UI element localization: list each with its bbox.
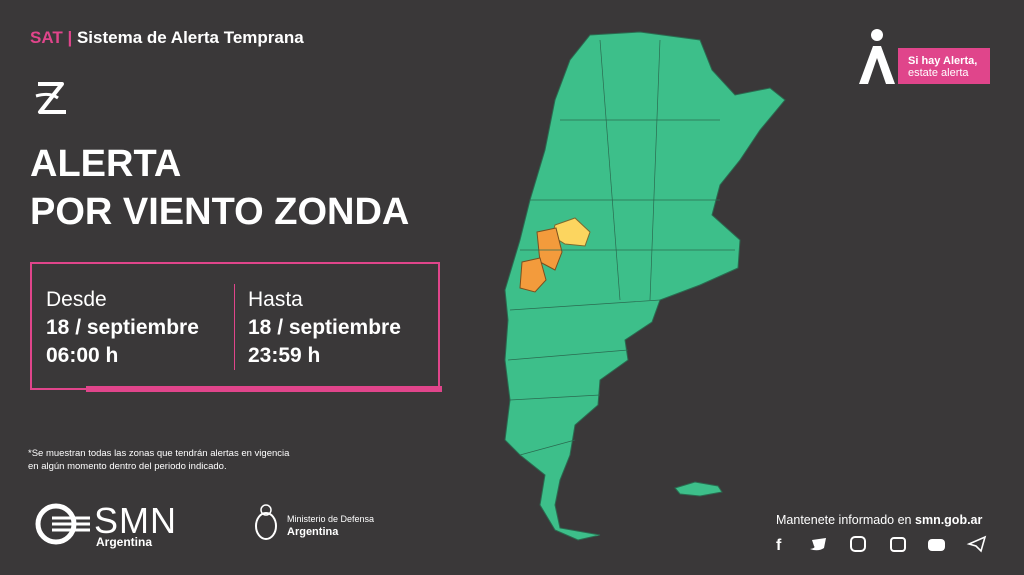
to-label: Hasta xyxy=(248,288,303,311)
footnote: *Se muestran todas las zonas que tendrán… xyxy=(28,448,290,472)
from-column: Desde 18 / septiembre 06:00 h xyxy=(46,286,199,370)
instagram-icon[interactable] xyxy=(850,536,866,552)
divider xyxy=(234,284,235,370)
alert-logo xyxy=(859,29,895,84)
headline-line: POR VIENTO ZONDA xyxy=(30,191,410,233)
ministry: Ministerio de Defensa Argentina xyxy=(287,513,374,539)
headline-line: ALERTA xyxy=(30,143,182,185)
from-date: 18 / septiembre xyxy=(46,316,199,339)
to-column: Hasta 18 / septiembre 23:59 h xyxy=(248,286,401,370)
twitter-icon[interactable] xyxy=(810,538,826,551)
ministry-country: Argentina xyxy=(287,526,339,538)
to-date: 18 / septiembre xyxy=(248,316,401,339)
igtv-icon[interactable] xyxy=(890,537,906,552)
youtube-icon[interactable] xyxy=(928,539,945,551)
sat-label: SAT xyxy=(30,28,63,47)
period-box: Desde 18 / septiembre 06:00 h Hasta 18 /… xyxy=(30,262,440,390)
ministry-name: Ministerio de Defensa xyxy=(287,514,375,524)
smn-logo xyxy=(35,503,90,545)
website[interactable]: smn.gob.ar xyxy=(915,513,983,527)
map xyxy=(504,31,786,541)
slogan-line: Si hay Alerta, xyxy=(908,55,978,67)
info-text: Mantenete informado en xyxy=(776,513,912,527)
header: SAT | Sistema de Alerta Temprana xyxy=(30,28,304,48)
box-accent xyxy=(86,386,442,392)
coat-of-arms xyxy=(255,504,277,540)
telegram-icon[interactable] xyxy=(966,535,987,553)
smn-country: Argentina xyxy=(96,535,153,549)
social-icons: f xyxy=(776,535,987,554)
to-time: 23:59 h xyxy=(248,344,321,367)
from-label: Desde xyxy=(46,288,107,311)
headline: ALERTA POR VIENTO ZONDA xyxy=(30,140,409,236)
slogan-badge: Si hay Alerta, estate alerta xyxy=(898,48,990,84)
from-time: 06:00 h xyxy=(46,344,119,367)
system-name: Sistema de Alerta Temprana xyxy=(76,28,304,47)
smn-name: SMN xyxy=(94,500,177,541)
separator: | xyxy=(62,28,77,47)
facebook-icon[interactable]: f xyxy=(776,537,782,554)
slogan-line: estate alerta xyxy=(908,67,969,79)
info-line: Mantenete informado en smn.gob.ar xyxy=(776,513,982,527)
zonda-icon xyxy=(35,82,66,114)
